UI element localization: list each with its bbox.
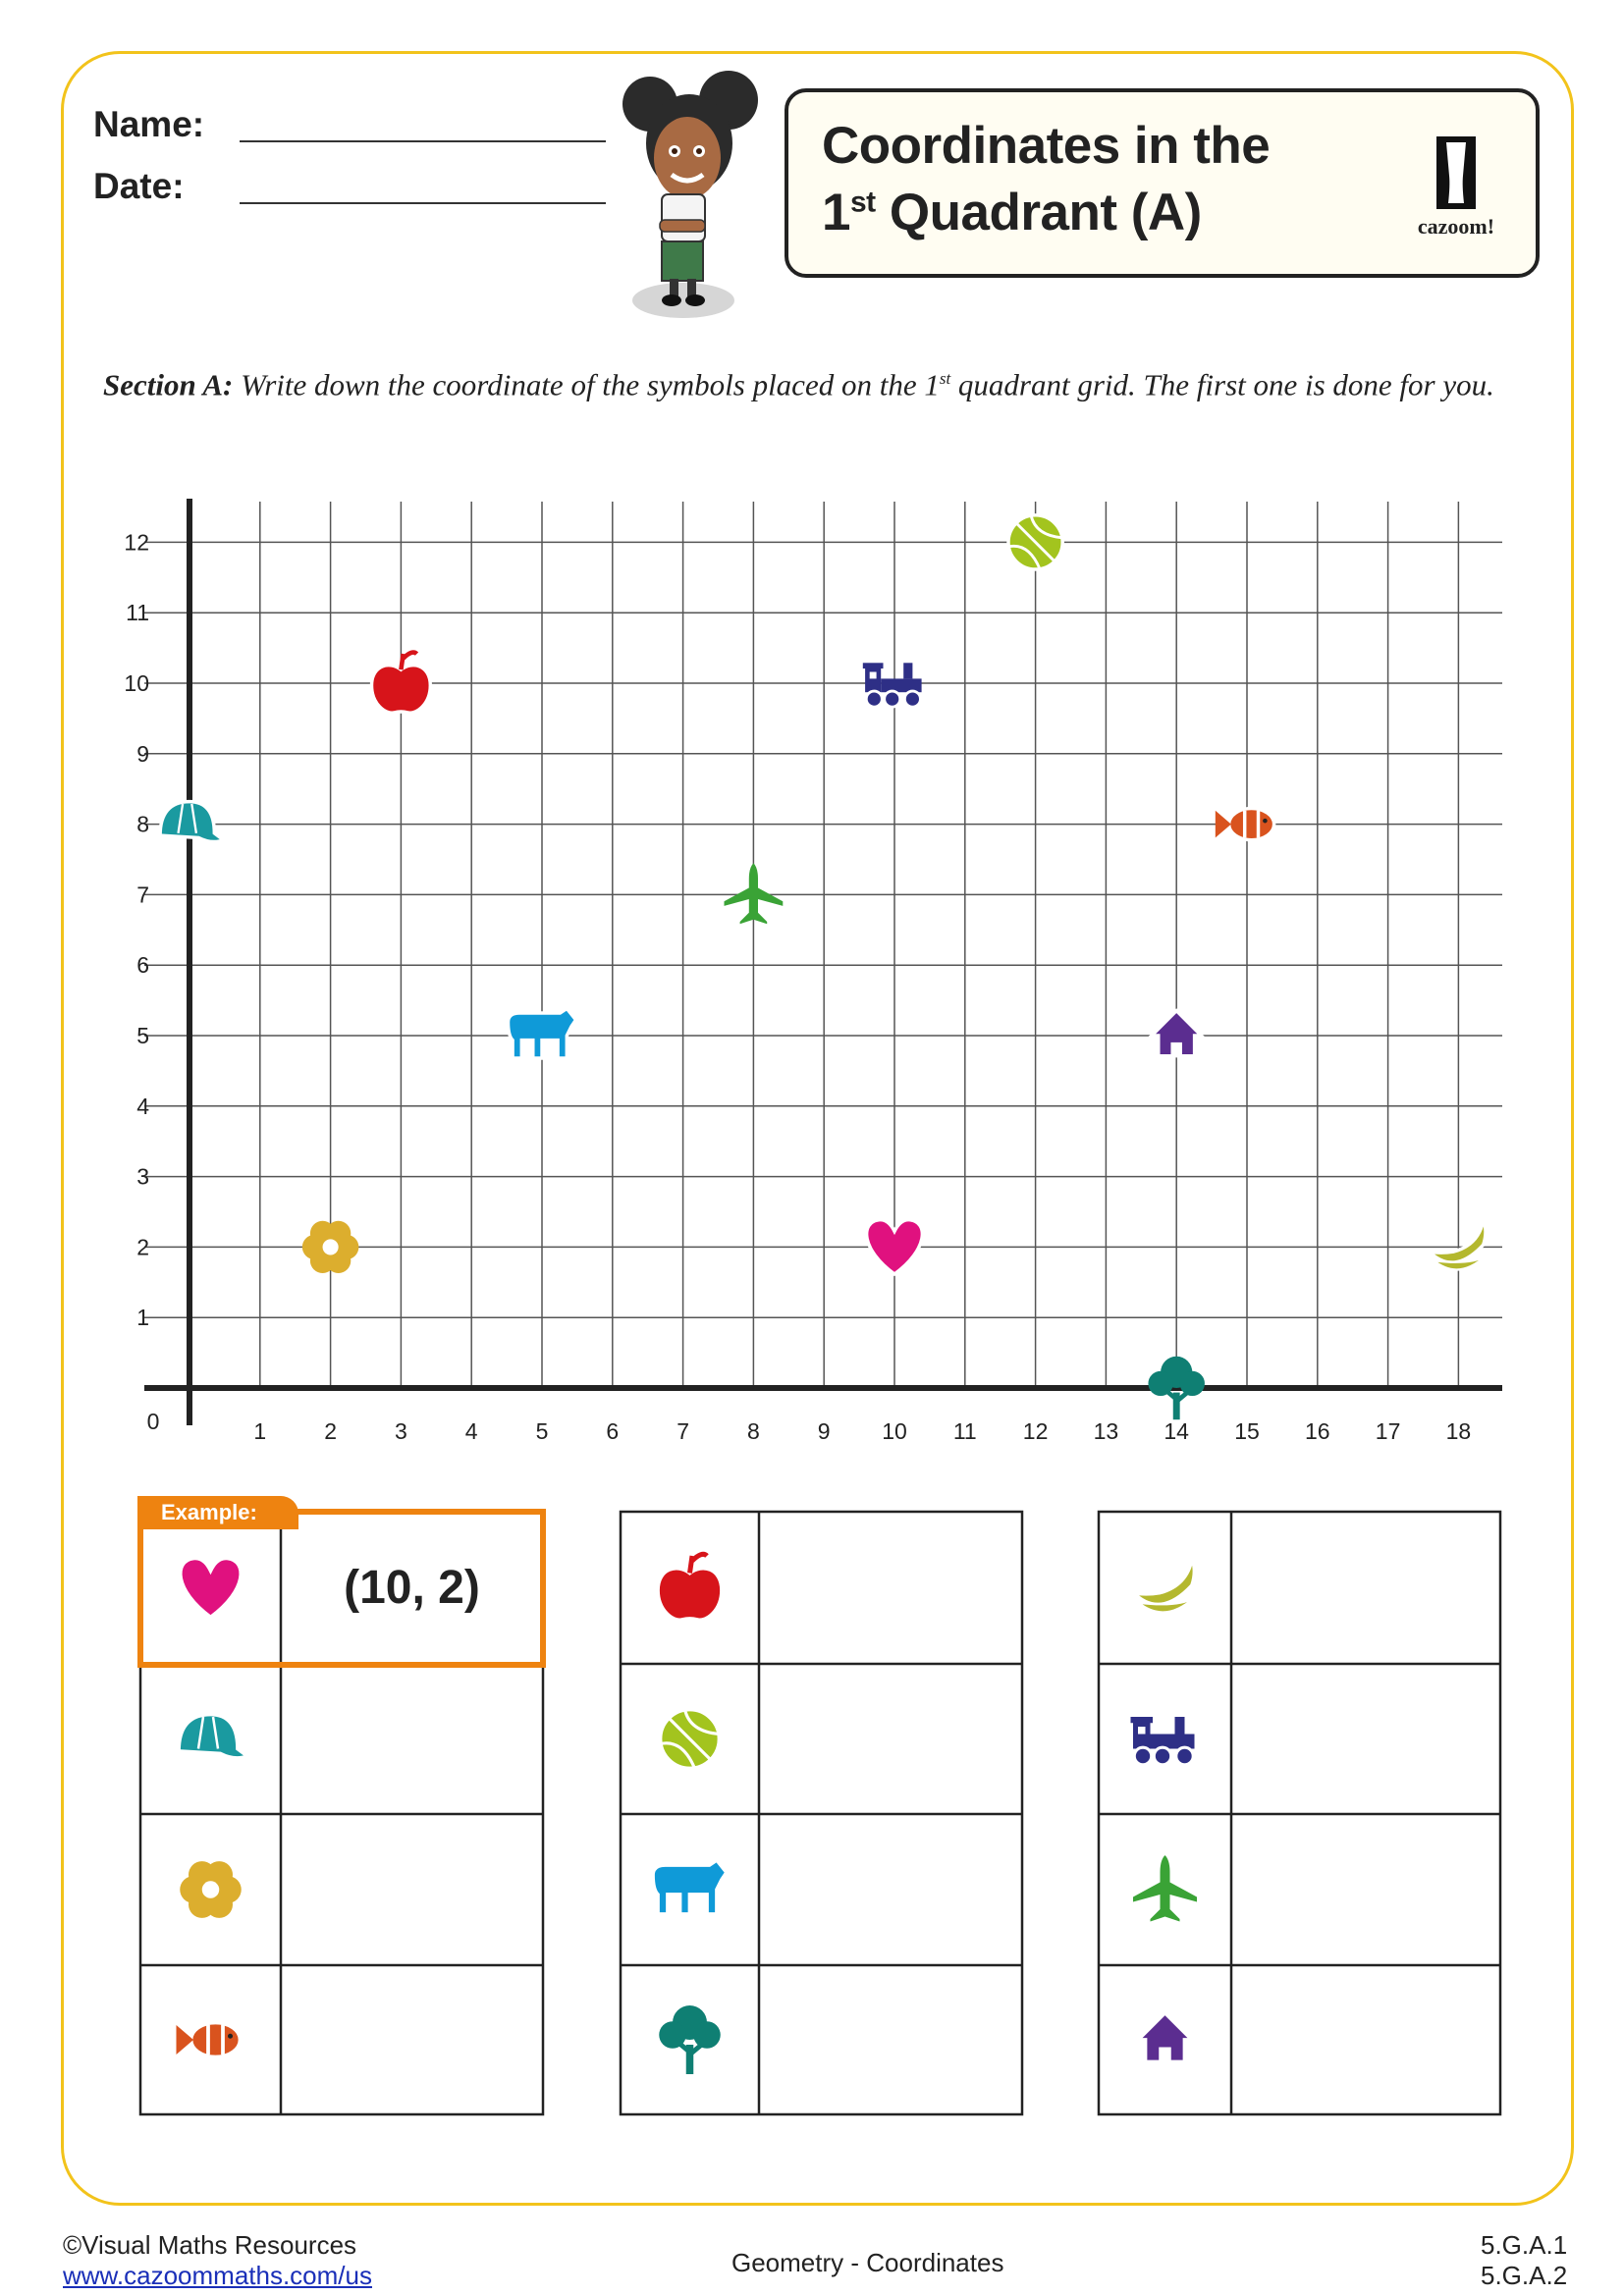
logo-glass-icon [1436,136,1476,209]
answer-cell-apple[interactable] [763,1516,1018,1660]
y-tick-label: 2 [136,1234,149,1259]
answer-cell-cap[interactable] [285,1668,539,1810]
point-bear-icon [506,1006,578,1060]
x-tick-label: 14 [1164,1418,1189,1444]
y-tick-label: 7 [136,881,149,907]
point-tree-icon [1148,1356,1205,1420]
x-tick-label: 9 [818,1418,831,1444]
instruction-text: Write down the coordinate of the symbols… [233,367,940,402]
x-tick-label: 6 [606,1418,619,1444]
y-tick-label: 12 [124,529,149,555]
date-label: Date: [93,166,185,206]
table-cap-icon [177,1712,251,1760]
table-ball-icon [658,1707,722,1771]
point-cap-icon [158,799,227,844]
y-tick-label: 3 [136,1164,149,1190]
title-line-1: Coordinates in the [822,117,1271,175]
table-flower-icon [180,1861,242,1918]
topic: Geometry - Coordinates [731,2248,1004,2277]
answer-cell-fish[interactable] [285,1969,539,2110]
x-tick-label: 1 [253,1418,266,1444]
table-heart-icon [178,1556,244,1620]
girl-illustration [623,71,758,318]
x-tick-label: 2 [324,1418,337,1444]
example-answer: (10, 2) [344,1562,480,1614]
standard-2: 5.G.A.2 [1481,2261,1568,2290]
answer-cell-ball[interactable] [763,1668,1018,1810]
answer-cell-house[interactable] [1235,1969,1496,2110]
x-tick-label: 7 [677,1418,689,1444]
table-tree-icon [659,2005,721,2074]
example-box [137,1509,546,1668]
title-box: Coordinates in the 1st Quadrant (A) cazo… [785,88,1540,278]
point-train-icon [862,663,922,709]
y-tick-label: 4 [136,1094,149,1119]
table-banana-icon [1127,1551,1197,1614]
answer-cell-bear[interactable] [763,1818,1018,1961]
table-apple-icon [656,1551,724,1623]
table-house-icon [1133,2009,1197,2064]
y-tick-label: 8 [136,812,149,837]
title-sup: st [849,186,876,219]
table-bear-icon [651,1857,730,1916]
date-field[interactable] [240,202,606,204]
x-tick-label: 12 [1023,1418,1049,1444]
website-link[interactable]: www.cazoommaths.com/us [63,2261,372,2290]
example-label: Example: [137,1496,298,1529]
y-tick-label: 5 [136,1023,149,1048]
answer-cell-tree[interactable] [763,1969,1018,2110]
x-tick-label: 15 [1234,1418,1260,1444]
table-train-icon [1130,1717,1195,1767]
x-tick-label: 16 [1305,1418,1330,1444]
point-flower-icon [301,1220,359,1273]
point-ball-icon [1006,513,1064,571]
x-tick-label: 17 [1376,1418,1401,1444]
title-num: 1 [822,184,850,241]
y-tick-label: 9 [136,741,149,767]
section-label: Section A: [103,367,234,402]
point-banana-icon [1424,1213,1488,1271]
x-tick-label: 3 [395,1418,407,1444]
logo-text: cazoom! [1417,214,1495,239]
answer-table-3 [1097,1510,1502,2116]
name-field[interactable] [240,140,606,142]
x-tick-label: 11 [953,1418,977,1444]
x-tick-label: 5 [536,1418,549,1444]
x-tick-label: 10 [882,1418,907,1444]
instruction-sup: st [939,369,951,388]
title-rest: Quadrant (A) [875,184,1202,241]
table-fish-icon [176,2020,243,2059]
x-tick-label: 13 [1094,1418,1119,1444]
copyright: ©Visual Maths Resources [63,2230,357,2260]
point-house-icon [1147,1008,1206,1058]
instructions: Section A: Write down the coordinate of … [103,359,1527,404]
instruction-text-end: quadrant grid. The first one is done for… [950,367,1494,402]
page-frame [61,51,1574,2206]
y-tick-label: 10 [124,670,149,696]
answer-cell-banana[interactable] [1235,1516,1496,1660]
point-plane-icon [724,863,784,925]
y-tick-label: 1 [136,1305,149,1330]
origin-label: 0 [147,1409,160,1434]
point-heart-icon [864,1218,925,1277]
title-line-2: 1st Quadrant (A) [822,183,1202,242]
x-tick-label: 8 [747,1418,760,1444]
cazoom-logo: cazoom! [1407,136,1505,240]
y-tick-label: 6 [136,952,149,978]
y-tick-label: 11 [126,600,149,625]
answer-cell-plane[interactable] [1235,1818,1496,1961]
answer-table-2 [619,1510,1024,2116]
answer-cell-flower[interactable] [285,1818,539,1961]
x-tick-label: 18 [1446,1418,1472,1444]
name-label: Name: [93,104,205,144]
standard-1: 5.G.A.1 [1481,2230,1568,2260]
answer-cell-train[interactable] [1235,1668,1496,1810]
table-plane-icon [1133,1855,1197,1922]
point-apple-icon [369,650,433,715]
point-fish-icon [1215,806,1276,842]
x-tick-label: 4 [465,1418,478,1444]
